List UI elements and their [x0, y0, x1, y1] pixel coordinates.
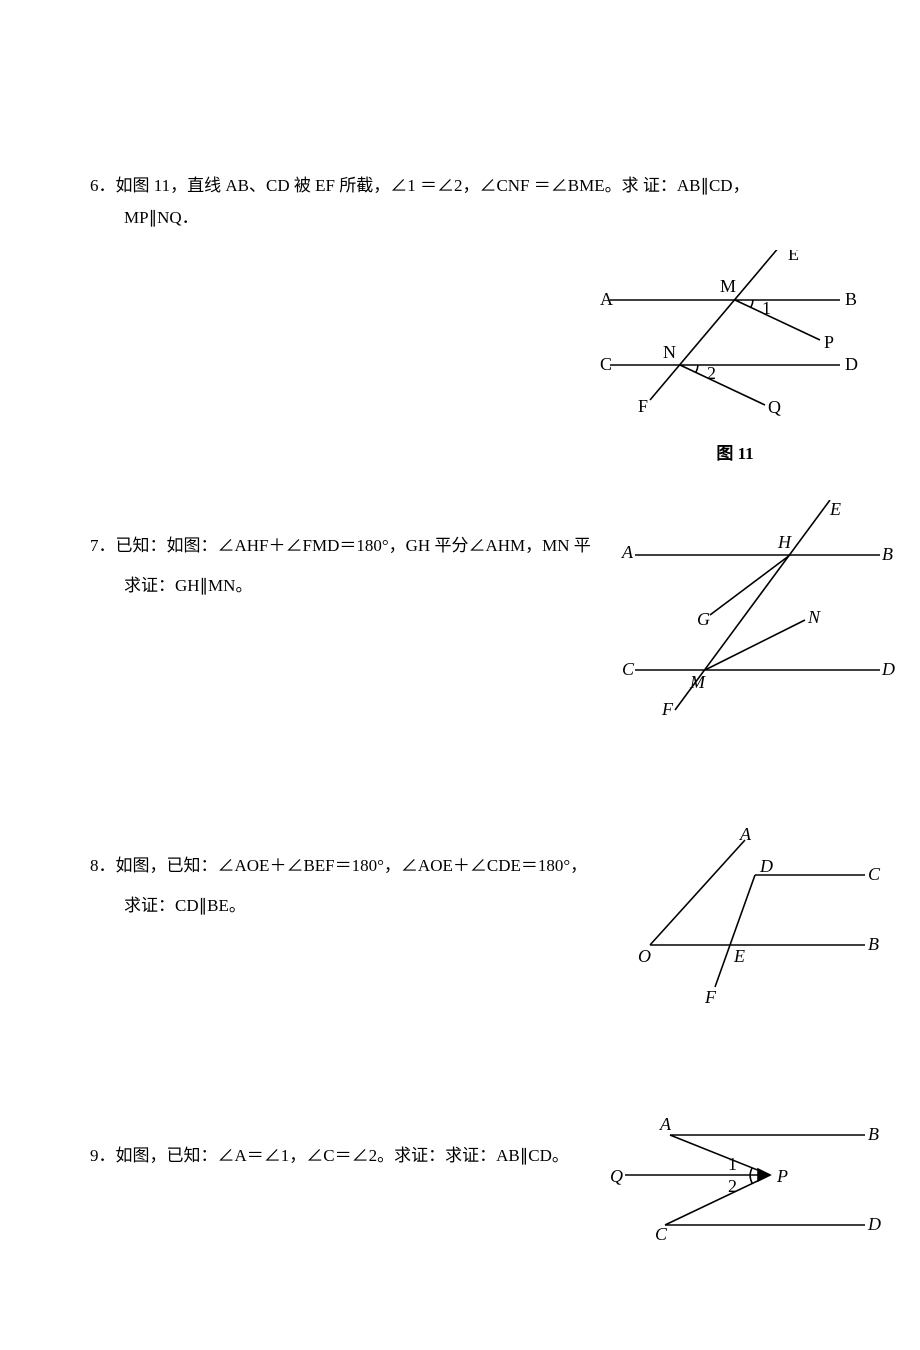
problem-6: 6．如图 11，直线 AB、CD 被 EF 所截，∠1 ＝∠2，∠CNF ＝∠B… [90, 170, 830, 440]
page: 6．如图 11，直线 AB、CD 被 EF 所截，∠1 ＝∠2，∠CNF ＝∠B… [0, 0, 920, 1350]
problem-9-number: 9． [90, 1146, 116, 1165]
label-E: E [733, 946, 745, 966]
problem-8-text: 8．如图，已知：∠AOE＋∠BEF＝180°，∠AOE＋∠CDE＝180°， 求… [90, 850, 610, 923]
label-M: M [720, 276, 736, 296]
figure-7-svg: A B C D E F H G M N [620, 500, 900, 720]
label-P: P [824, 332, 834, 352]
label-B: B [868, 1124, 879, 1144]
problem-8-number: 8． [90, 856, 116, 875]
label-C: C [655, 1224, 668, 1244]
problem-8-line2: 求证：CD∥BE。 [90, 890, 610, 922]
problem-9-line1: 如图，已知：∠A＝∠1，∠C＝∠2。求证：求证：AB∥CD。 [116, 1146, 569, 1165]
problem-7: 7．已知：如图：∠AHF＋∠FMD＝180°，GH 平分∠AHM，MN 平 求证… [90, 530, 830, 760]
figure-9-svg: A B C D Q P 1 2 [610, 1110, 890, 1250]
label-H: H [777, 532, 792, 552]
figure-11-caption: 图 11 [590, 439, 880, 464]
label-D: D [881, 659, 895, 679]
problem-9-text: 9．如图，已知：∠A＝∠1，∠C＝∠2。求证：求证：AB∥CD。 [90, 1140, 620, 1172]
figure-11: A B C D E F M N P Q 1 2 图 11 [590, 250, 880, 464]
figure-8-svg: A B C D E F O [610, 825, 890, 1015]
label-M: M [689, 672, 706, 692]
figure-8: A B C D E F O [610, 825, 890, 1020]
label-B: B [882, 544, 893, 564]
label-A: A [739, 825, 752, 844]
problem-6-text: 6．如图 11，直线 AB、CD 被 EF 所截，∠1 ＝∠2，∠CNF ＝∠B… [90, 170, 830, 235]
label-O: O [638, 946, 651, 966]
label-E: E [788, 250, 799, 264]
label-G: G [697, 609, 710, 629]
figure-11-svg: A B C D E F M N P Q 1 2 [590, 250, 880, 430]
label-angle1: 1 [762, 298, 771, 318]
label-F: F [638, 396, 648, 416]
figure-9: A B C D Q P 1 2 [610, 1110, 890, 1255]
label-C: C [600, 354, 612, 374]
label-N: N [807, 607, 821, 627]
label-angle2: 2 [707, 363, 716, 383]
problem-9: 9．如图，已知：∠A＝∠1，∠C＝∠2。求证：求证：AB∥CD。 [90, 1140, 830, 1290]
label-E: E [829, 500, 841, 519]
problem-7-line1: 已知：如图：∠AHF＋∠FMD＝180°，GH 平分∠AHM，MN 平 [116, 536, 591, 555]
label-A: A [600, 289, 613, 309]
problem-7-text: 7．已知：如图：∠AHF＋∠FMD＝180°，GH 平分∠AHM，MN 平 求证… [90, 530, 630, 603]
problem-6-line1: 如图 11，直线 AB、CD 被 EF 所截，∠1 ＝∠2，∠CNF ＝∠BME… [116, 176, 750, 195]
label-A: A [659, 1114, 672, 1134]
problem-8: 8．如图，已知：∠AOE＋∠BEF＝180°，∠AOE＋∠CDE＝180°， 求… [90, 850, 830, 1050]
label-Q: Q [768, 397, 781, 417]
label-F: F [704, 987, 717, 1007]
label-F: F [661, 699, 674, 719]
label-D: D [845, 354, 858, 374]
label-angle2: 2 [728, 1176, 737, 1196]
label-D: D [759, 856, 773, 876]
label-P: P [776, 1166, 788, 1186]
problem-8-line1: 如图，已知：∠AOE＋∠BEF＝180°，∠AOE＋∠CDE＝180°， [116, 856, 588, 875]
label-A: A [621, 542, 634, 562]
problem-7-line2: 求证：GH∥MN。 [90, 570, 630, 602]
label-N: N [663, 342, 676, 362]
label-C: C [622, 659, 635, 679]
label-B: B [868, 934, 879, 954]
figure-7: A B C D E F H G M N [620, 500, 900, 725]
problem-7-number: 7． [90, 536, 116, 555]
label-C: C [868, 864, 881, 884]
label-B: B [845, 289, 857, 309]
problem-6-number: 6． [90, 176, 116, 195]
label-D: D [867, 1214, 881, 1234]
label-angle1: 1 [728, 1154, 737, 1174]
problem-6-line2: MP∥NQ． [90, 208, 199, 227]
label-Q: Q [610, 1166, 623, 1186]
